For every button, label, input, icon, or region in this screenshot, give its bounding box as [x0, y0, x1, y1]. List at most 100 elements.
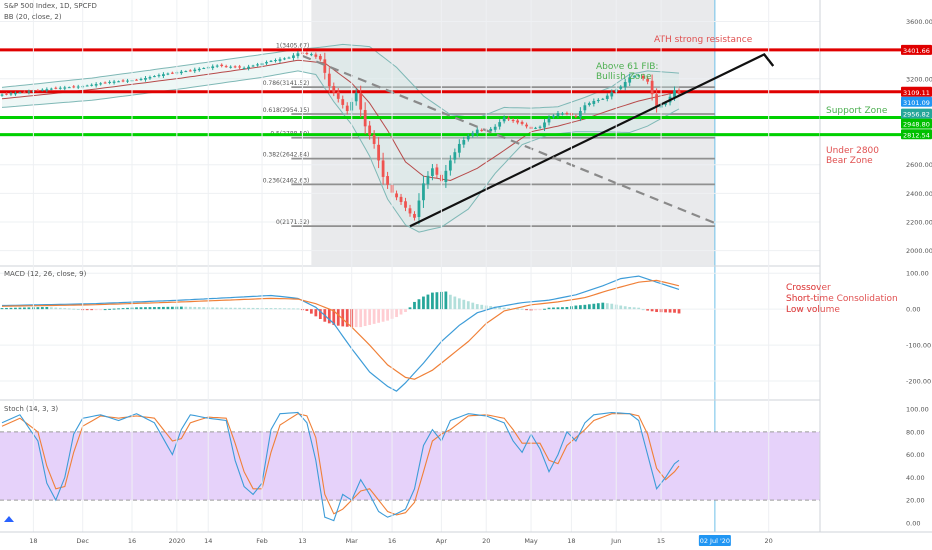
stoch-axis-tick-label: 60.00: [906, 451, 925, 459]
candle-body: [139, 78, 143, 80]
macd-histogram-bar: [27, 307, 31, 310]
stoch-axis-tick-label: 20.00: [906, 497, 925, 505]
macd-histogram-bar: [587, 304, 591, 310]
candle-body: [502, 117, 506, 122]
date-badge-label: 02 Jul '20: [700, 537, 730, 545]
stoch-legend: Stoch (14, 3, 3): [4, 405, 59, 413]
candle-body: [444, 170, 448, 183]
candle-body: [162, 74, 165, 77]
candle-body: [534, 127, 537, 129]
macd-histogram-bar: [466, 301, 470, 310]
candle-body: [265, 62, 268, 64]
candle-body: [475, 129, 479, 134]
candle-body: [18, 92, 22, 94]
macd-histogram-bar: [188, 306, 192, 310]
macd-histogram-bar: [85, 309, 89, 311]
candle-body: [417, 200, 421, 217]
macd-histogram-bar: [9, 307, 13, 310]
candle-body: [525, 124, 528, 127]
candle-body: [345, 105, 349, 112]
annotation-low-volume: Low volume: [786, 305, 840, 315]
macd-histogram-bar: [422, 296, 425, 310]
macd-histogram-bar: [426, 294, 430, 310]
annotation-bear-zone-overlay: Bear Zone: [826, 156, 873, 166]
candle-body: [516, 120, 519, 123]
macd-histogram-bar: [502, 307, 506, 310]
candle-body: [211, 66, 215, 69]
macd-histogram-bar: [202, 307, 206, 310]
fib-level-label: 0.382(2642.84): [263, 152, 310, 159]
stoch-axis-tick-label: 40.00: [906, 474, 925, 482]
macd-histogram-bar: [565, 306, 569, 310]
candle-body: [251, 65, 255, 67]
candle-body: [5, 93, 8, 95]
candle-body: [453, 152, 457, 160]
candle-body: [193, 69, 197, 72]
macd-histogram-bar: [516, 308, 519, 310]
macd-histogram-bar: [363, 309, 367, 327]
macd-histogram-bar: [552, 307, 555, 310]
candle-body: [556, 113, 560, 116]
macd-histogram-bar: [247, 307, 250, 310]
macd-histogram-bar: [332, 309, 336, 325]
macd-histogram-bar: [314, 309, 318, 317]
macd-histogram-bar: [265, 308, 268, 310]
candle-body: [596, 99, 600, 102]
macd-histogram-bar: [121, 308, 125, 310]
stoch-axis-tick-label: 80.00: [906, 428, 925, 436]
macd-histogram-bar: [547, 307, 551, 310]
macd-histogram-bar: [583, 304, 587, 310]
candle-body: [489, 128, 493, 132]
time-axis-tick-label: Mar: [346, 537, 359, 545]
macd-histogram-bar: [274, 308, 277, 310]
candle-body: [233, 66, 237, 68]
candle-body: [220, 64, 224, 66]
macd-histogram-bar: [283, 308, 286, 310]
macd-histogram-bar: [14, 307, 17, 310]
macd-histogram-bar: [157, 306, 161, 310]
candle-body: [202, 68, 206, 70]
macd-histogram-bar: [67, 308, 71, 310]
macd-histogram-bar: [417, 299, 421, 310]
candle-body: [318, 55, 322, 60]
time-axis-tick-label: 2020: [169, 537, 186, 545]
macd-histogram-bar: [99, 309, 103, 311]
candle-body: [305, 53, 309, 55]
macd-histogram-bar: [341, 309, 345, 327]
symbol-legend: S&P 500 Index, 1D, SPCFD: [4, 2, 97, 10]
candle-body: [471, 132, 475, 136]
candle-body: [112, 81, 116, 83]
time-axis-tick-label: May: [524, 537, 538, 545]
macd-histogram-bar: [453, 296, 457, 310]
candle-body: [578, 111, 582, 118]
candle-body: [552, 115, 555, 118]
candle-body: [435, 167, 439, 175]
annotation-low-volume-overlay: Low volume: [786, 305, 840, 315]
uptrend-arrow-tip: [763, 53, 775, 67]
macd-histogram-bar: [386, 309, 389, 321]
macd-histogram-bar: [520, 308, 524, 310]
annotation-bullish-zone: Bullish Zone: [596, 72, 652, 82]
stoch-axis-tick-label: 0.00: [906, 519, 920, 527]
candle-body: [610, 92, 614, 97]
candle-body: [0, 94, 4, 96]
fib-level-label: 0.236(2462.63): [263, 177, 310, 184]
macd-histogram-bar: [193, 306, 197, 310]
macd-histogram-bar: [641, 309, 645, 311]
macd-histogram-bar: [108, 308, 111, 310]
macd-histogram-bar: [269, 308, 273, 310]
candle-body: [184, 71, 188, 73]
macd-histogram-bar: [668, 309, 672, 313]
candle-body: [395, 193, 398, 198]
macd-histogram-bar: [139, 307, 143, 310]
macd-histogram-bar: [112, 308, 116, 310]
annotation-support-zone-overlay: Support Zone: [826, 106, 888, 116]
macd-histogram-bar: [63, 308, 67, 310]
macd-histogram-bar: [592, 303, 596, 310]
candle-body: [377, 144, 381, 161]
price-badge-label: 3401.66: [903, 47, 930, 55]
candle-body: [641, 76, 645, 79]
macd-histogram-bar: [561, 307, 564, 310]
macd-histogram-bar: [256, 307, 259, 310]
bb-legend: BB (20, close, 2): [4, 13, 62, 21]
